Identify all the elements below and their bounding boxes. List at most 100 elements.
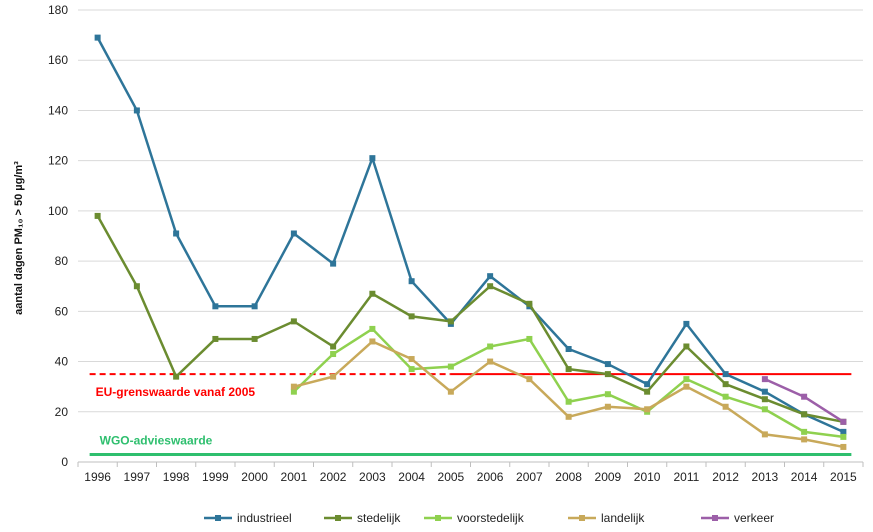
data-point-voorstedelijk xyxy=(801,428,808,435)
data-point-verkeer xyxy=(761,376,768,383)
data-point-stedelijk xyxy=(565,366,572,373)
x-tick-label: 1999 xyxy=(202,470,229,484)
x-tick-label: 2012 xyxy=(712,470,739,484)
x-tick-label: 1996 xyxy=(84,470,111,484)
data-point-stedelijk xyxy=(133,283,140,290)
series-line-voorstedelijk xyxy=(293,327,844,439)
data-point-industrieel xyxy=(251,303,258,310)
data-point-landelijk xyxy=(487,358,494,365)
x-tick-label: 2001 xyxy=(281,470,308,484)
axis-layer: 0 20 40 60 80 100 120 140 160 180 1996 1997 1998 1999… xyxy=(48,3,864,484)
data-point-landelijk xyxy=(801,436,808,443)
data-point-landelijk xyxy=(722,403,729,410)
x-tick-label: 2010 xyxy=(634,470,661,484)
x-tick-label: 2015 xyxy=(830,470,857,484)
y-tick-label: 140 xyxy=(48,103,68,117)
data-point-industrieel xyxy=(565,346,572,352)
data-point-voorstedelijk xyxy=(722,393,729,400)
y-tick-label: 60 xyxy=(55,304,69,318)
grid-layer xyxy=(78,9,863,413)
series-layer xyxy=(94,34,847,450)
series-line-industrieel xyxy=(96,37,844,434)
data-point-stedelijk xyxy=(369,290,376,297)
legend-label-landelijk: landelijk xyxy=(601,511,645,525)
data-point-voorstedelijk xyxy=(369,325,376,332)
data-point-stedelijk xyxy=(290,318,297,325)
data-point-voorstedelijk xyxy=(330,351,337,358)
legend-marker-stedelijk xyxy=(335,515,341,521)
x-tick-label: 2002 xyxy=(320,470,347,484)
data-point-landelijk xyxy=(683,383,690,390)
x-tick-label: 2009 xyxy=(595,470,622,484)
data-point-voorstedelijk xyxy=(840,433,847,440)
y-tick-label: 120 xyxy=(48,154,68,168)
data-point-industrieel xyxy=(722,371,729,378)
data-point-industrieel xyxy=(173,230,180,237)
x-tick-label: 2007 xyxy=(516,470,543,484)
data-point-landelijk xyxy=(840,443,847,450)
legend: industrieel stedelijk voorstedelijk landeli… xyxy=(204,511,774,525)
series-line-stedelijk xyxy=(96,215,844,424)
data-point-industrieel xyxy=(683,320,690,327)
data-point-industrieel xyxy=(408,278,415,285)
x-tick-label: 1997 xyxy=(124,470,151,484)
data-point-landelijk xyxy=(644,406,651,413)
y-tick-label: 0 xyxy=(61,455,68,469)
data-point-stedelijk xyxy=(722,381,729,388)
data-point-landelijk xyxy=(369,338,376,345)
y-tick-label: 180 xyxy=(48,3,68,17)
y-tick-label: 160 xyxy=(48,53,68,67)
data-point-voorstedelijk xyxy=(290,388,297,395)
data-point-stedelijk xyxy=(644,388,651,395)
data-point-verkeer xyxy=(801,393,808,400)
legend-label-industrieel: industrieel xyxy=(237,511,292,525)
data-point-industrieel xyxy=(840,428,847,435)
data-point-industrieel xyxy=(133,107,140,114)
x-tick-label: 2000 xyxy=(241,470,268,484)
x-tick-label: 2004 xyxy=(398,470,425,484)
y-axis-title: aantal dagen PM₁₀ > 50 µg/m³ xyxy=(13,161,25,315)
data-point-industrieel xyxy=(369,155,376,162)
data-point-industrieel xyxy=(94,34,101,41)
x-tick-label: 1998 xyxy=(163,470,190,484)
data-point-voorstedelijk xyxy=(604,391,611,398)
legend-marker-landelijk xyxy=(579,515,585,521)
data-point-landelijk xyxy=(290,383,297,390)
y-tick-label: 20 xyxy=(55,405,69,419)
data-point-voorstedelijk xyxy=(761,406,768,413)
data-point-voorstedelijk xyxy=(447,363,454,370)
data-point-landelijk xyxy=(565,413,572,420)
data-point-stedelijk xyxy=(526,300,533,307)
data-point-voorstedelijk xyxy=(487,343,494,350)
data-point-stedelijk xyxy=(604,371,611,378)
data-point-landelijk xyxy=(761,431,768,438)
data-point-landelijk xyxy=(330,373,337,380)
data-point-stedelijk xyxy=(408,313,415,320)
series-line-landelijk xyxy=(293,340,844,449)
data-point-stedelijk xyxy=(801,411,808,418)
y-tick-label: 80 xyxy=(55,254,69,268)
x-tick-label: 2006 xyxy=(477,470,504,484)
data-point-stedelijk xyxy=(683,343,690,350)
who-advice-label: WGO-advieswaarde xyxy=(100,433,213,447)
legend-marker-verkeer xyxy=(712,515,718,521)
data-point-industrieel xyxy=(212,303,219,310)
data-point-landelijk xyxy=(526,376,533,383)
data-point-voorstedelijk xyxy=(526,335,533,342)
data-point-stedelijk xyxy=(487,283,494,290)
legend-label-stedelijk: stedelijk xyxy=(357,511,401,525)
legend-marker-voorstedelijk xyxy=(435,515,441,521)
data-point-stedelijk xyxy=(94,212,101,219)
data-point-industrieel xyxy=(330,260,337,267)
data-point-industrieel xyxy=(604,361,611,368)
y-tick-label: 100 xyxy=(48,204,68,218)
legend-label-voorstedelijk: voorstedelijk xyxy=(457,511,525,525)
x-tick-label: 2008 xyxy=(555,470,582,484)
data-point-stedelijk xyxy=(761,396,768,403)
data-point-stedelijk xyxy=(447,318,454,325)
data-point-voorstedelijk xyxy=(683,376,690,383)
data-point-stedelijk xyxy=(212,335,219,342)
data-point-stedelijk xyxy=(330,343,337,350)
